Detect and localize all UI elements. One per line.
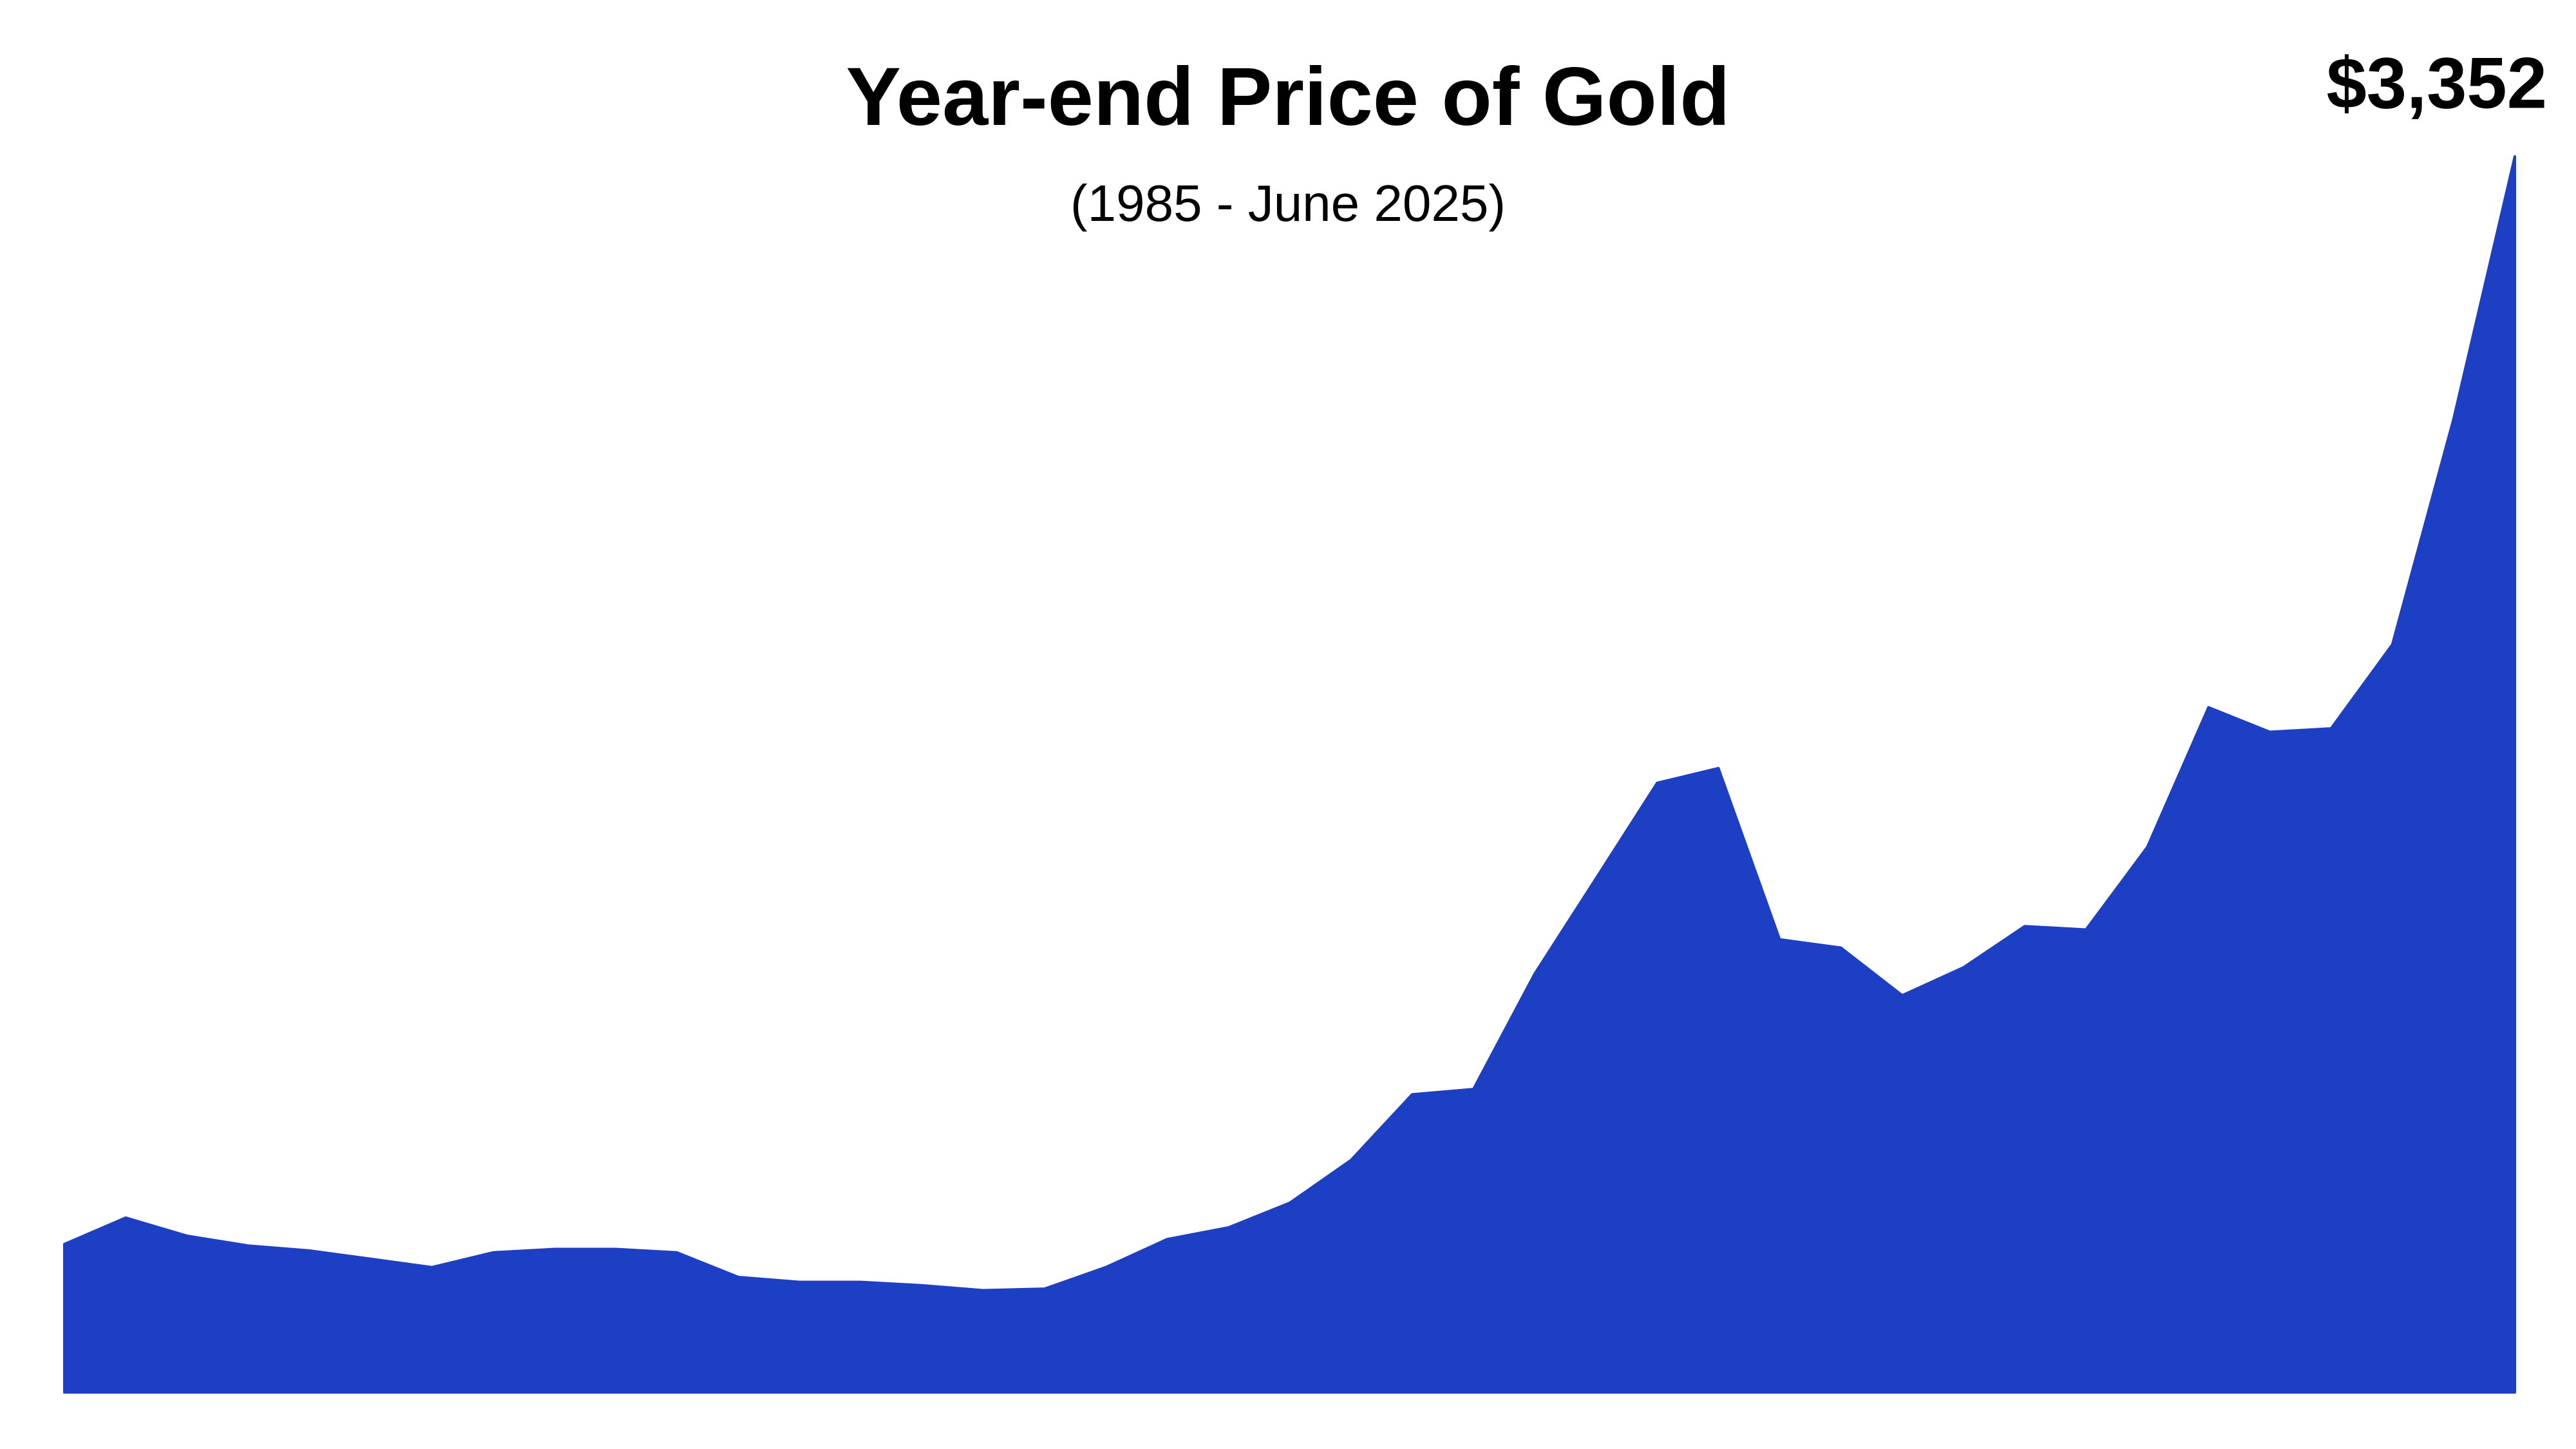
chart-subtitle: (1985 - June 2025) — [1070, 175, 1506, 232]
value-label: $3,352 — [2326, 43, 2547, 124]
area — [63, 155, 2516, 1394]
chart-title: Year-end Price of Gold — [846, 51, 1730, 143]
